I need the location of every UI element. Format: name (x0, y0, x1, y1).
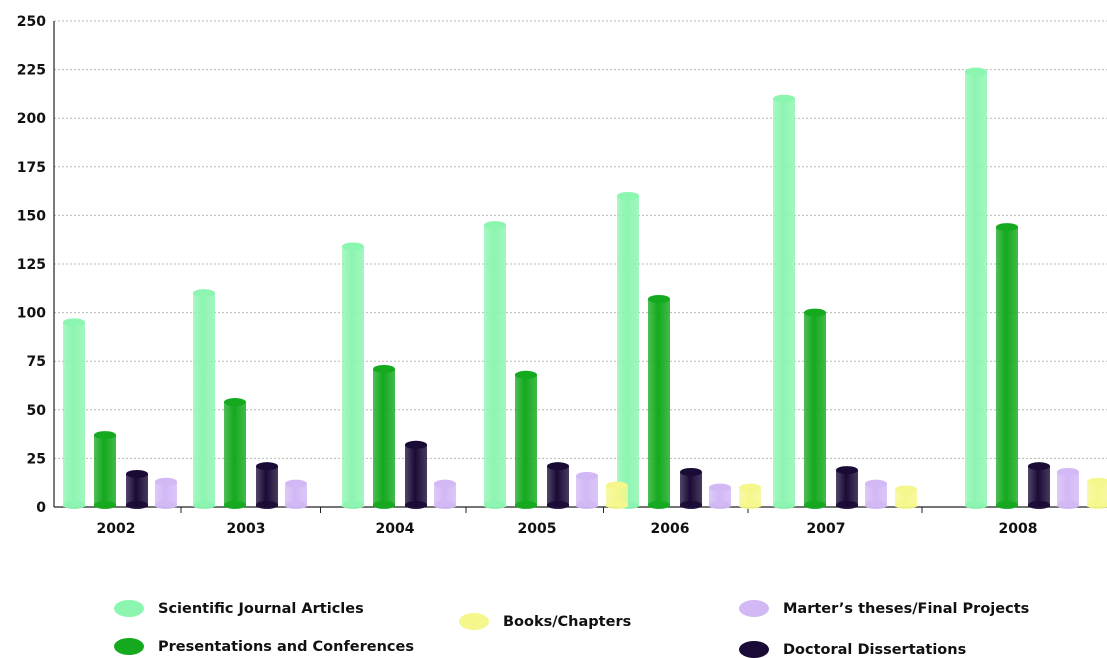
x-tick-label: 2003 (227, 521, 266, 537)
bar (285, 479, 307, 509)
bar (865, 479, 887, 509)
bar (373, 364, 395, 509)
x-tick-label: 2006 (651, 521, 690, 537)
bar (773, 94, 795, 509)
bar (1087, 477, 1107, 509)
y-tick-label: 200 (17, 111, 46, 127)
bar (709, 483, 731, 509)
bar (804, 308, 826, 509)
bar (1057, 468, 1079, 509)
bar (342, 242, 364, 509)
bar (996, 223, 1018, 509)
bar (606, 481, 628, 509)
y-tick-label: 100 (17, 306, 46, 322)
x-tick-label: 2005 (518, 521, 557, 537)
x-tick-label: 2004 (376, 521, 415, 537)
bar (895, 485, 917, 509)
bar (63, 318, 85, 509)
y-tick-label: 75 (27, 354, 46, 370)
bar (739, 483, 761, 509)
bar (648, 294, 670, 509)
bar (126, 469, 148, 509)
bar (515, 370, 537, 509)
bar (405, 440, 427, 509)
bar (617, 191, 639, 509)
bar (836, 466, 858, 509)
bar (155, 477, 177, 509)
x-tick-label: 2008 (999, 521, 1038, 537)
y-tick-label: 175 (17, 160, 46, 176)
bar (256, 462, 278, 509)
bar (484, 221, 506, 509)
bar (547, 462, 569, 509)
y-tick-label: 0 (36, 500, 46, 516)
y-tick-label: 225 (17, 63, 46, 79)
y-tick-label: 125 (17, 257, 46, 273)
y-tick-label: 50 (27, 403, 47, 419)
bar (193, 289, 215, 509)
y-tick-label: 25 (27, 451, 46, 467)
bar (965, 67, 987, 509)
y-tick-label: 150 (17, 208, 46, 224)
bar (576, 471, 598, 509)
bar (224, 398, 246, 509)
x-tick-label: 2007 (807, 521, 846, 537)
bar (94, 431, 116, 509)
y-tick-label: 250 (17, 14, 46, 30)
bar (434, 479, 456, 509)
x-tick-label: 2002 (97, 521, 136, 537)
bar (1028, 462, 1050, 509)
bar (680, 468, 702, 509)
